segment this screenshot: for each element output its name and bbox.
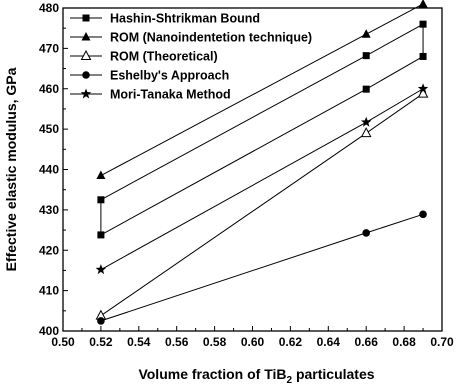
legend-label: Mori-Tanaka Method [110, 88, 231, 102]
star-marker [80, 88, 92, 99]
open-triangle-marker [80, 49, 92, 60]
y-tick-label: 410 [39, 284, 59, 298]
legend-item: Hashin-Shtrikman Bound [70, 12, 260, 26]
y-tick-label: 430 [39, 203, 59, 217]
x-tick-label: 0.64 [317, 335, 341, 349]
square-marker [362, 52, 370, 60]
square-marker [362, 85, 370, 93]
open-triangle-marker [360, 127, 372, 138]
series-line [100, 56, 424, 236]
y-tick-label: 440 [39, 163, 59, 177]
x-axis-title-suffix: particulates [292, 366, 375, 382]
square-marker [97, 196, 105, 204]
legend-item: ROM (Theoretical) [70, 50, 218, 64]
star-marker [360, 116, 372, 127]
star-marker [95, 264, 107, 275]
series-1 [97, 52, 427, 239]
square-marker [419, 20, 427, 28]
square-marker [97, 231, 105, 239]
circle-marker [362, 229, 371, 237]
triangle-marker [81, 32, 91, 41]
series-5 [95, 83, 429, 275]
y-tick-label: 400 [39, 324, 59, 338]
square-marker [419, 52, 427, 60]
x-tick-label: 0.50 [51, 335, 75, 349]
y-tick-label: 480 [39, 1, 59, 15]
series-line [100, 213, 424, 322]
series-2 [96, 0, 428, 180]
legend-item: ROM (Nanoindentetion technique) [70, 31, 312, 45]
x-tick-label: 0.52 [89, 335, 113, 349]
series-line [100, 93, 424, 317]
x-tick-label: 0.70 [430, 335, 454, 349]
square-marker [82, 14, 90, 22]
open-triangle-marker [417, 87, 429, 98]
y-tick-label: 470 [39, 41, 59, 55]
y-axis-title: Effective elastic modulus, GPa [3, 67, 19, 271]
circle-marker [419, 210, 427, 219]
circle-marker [97, 317, 105, 325]
triangle-marker [361, 29, 371, 38]
triangle-marker [418, 0, 428, 8]
x-tick-label: 0.56 [165, 335, 189, 349]
x-tick-label: 0.54 [127, 335, 151, 349]
legend-label: Hashin-Shtrikman Bound [110, 12, 260, 26]
legend-item: Eshelby's Approach [70, 69, 229, 83]
x-axis-title-subscript: 2 [287, 375, 293, 386]
legend-item: Mori-Tanaka Method [70, 88, 231, 102]
legend-label: Eshelby's Approach [110, 69, 229, 83]
x-tick-label: 0.66 [355, 335, 379, 349]
circle-marker [82, 71, 90, 79]
axes: 0.50 0.52 0.54 0.56 0.58 0.60 0.62 0.64 0.66 0.68… [39, 1, 454, 349]
series-4 [97, 210, 427, 325]
legend-label: ROM (Nanoindentetion technique) [110, 31, 312, 45]
legend-label: ROM (Theoretical) [110, 50, 218, 64]
x-tick-label: 0.58 [203, 335, 227, 349]
star-marker [417, 83, 429, 94]
series-3 [95, 87, 429, 320]
y-tick-label: 460 [39, 82, 59, 96]
y-tick-label: 420 [39, 243, 59, 257]
series-0 [97, 20, 427, 204]
triangle-marker [96, 170, 106, 180]
x-axis-title: Volume fraction of TiB2 particulates [138, 366, 374, 386]
x-tick-label: 0.68 [392, 335, 416, 349]
series-layer [95, 0, 429, 325]
y-tick-label: 450 [39, 122, 59, 136]
series-line [100, 88, 424, 271]
legend: Hashin-Shtrikman Bound ROM (Nanoindenteti… [70, 12, 312, 102]
x-tick-label: 0.62 [279, 335, 303, 349]
x-tick-label: 0.60 [241, 335, 265, 349]
x-axis-title-main: Volume fraction of TiB [138, 366, 286, 382]
